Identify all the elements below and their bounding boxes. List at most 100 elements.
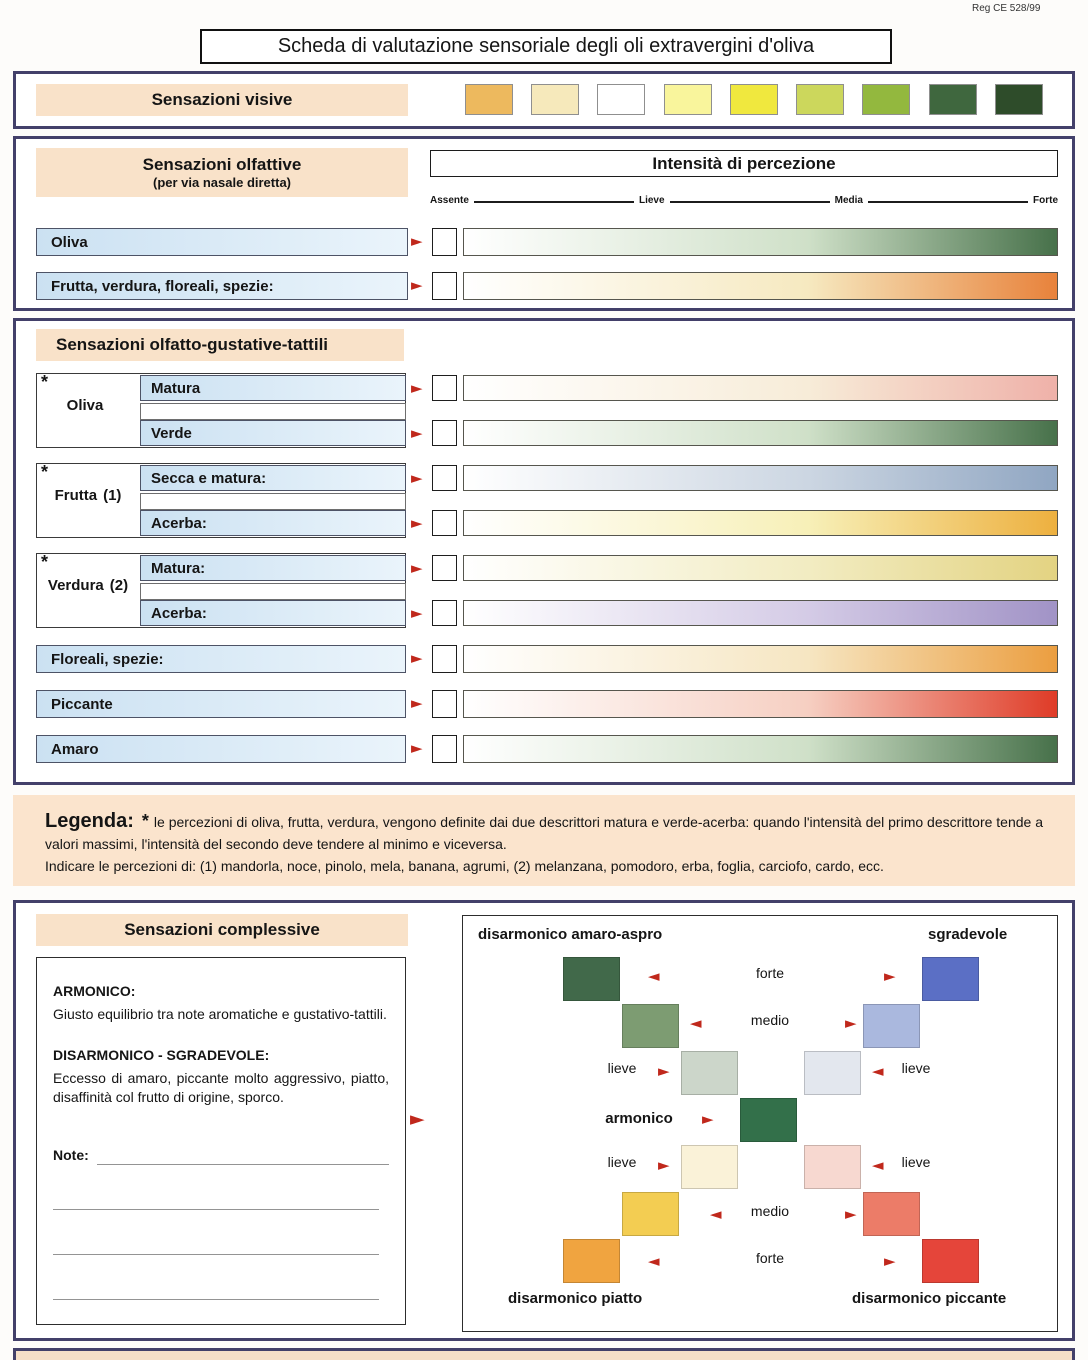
arrow-right-icon: ► [884,1252,896,1270]
diagram-square-piccante-medio [863,1192,920,1236]
color-swatch-white[interactable] [597,84,645,115]
intensity-bar-oliva-verde[interactable] [463,420,1058,446]
diagram-square-piatto-medio [622,1192,679,1236]
scale-line [669,201,830,203]
checkbox-floreali-spezie[interactable] [432,645,457,673]
intensity-scale: Assente Lieve Media Forte [430,190,1058,206]
row-label-frutta-acerba: Acerba: [140,510,406,536]
arrow-right-icon: ► [702,1110,714,1128]
legend-line-1: le percezioni di oliva, frutta, verdura,… [45,814,1043,852]
diagram-level-lieve-top-right: lieve [901,1060,931,1076]
arrow-right-icon: ► [845,1205,857,1223]
arrow-right-icon: ► [658,1062,670,1080]
diagram-square-piatto-lieve [681,1145,738,1189]
row-label-amaro: Amaro [36,735,406,763]
arrow-right-icon: ► [884,967,896,985]
group-number: (2) [109,577,129,594]
note-line[interactable] [53,1299,379,1301]
group-name-frutta: Frutta (1) [36,487,140,504]
intensity-header: Intensità di percezione [430,150,1058,177]
intensity-bar-amaro[interactable] [463,735,1058,763]
row-label-verdura-acerba: Acerba: [140,600,406,626]
legend-asterisk: * [141,811,149,831]
checkbox-verdura-acerba[interactable] [432,600,457,626]
diagram-square-sgradevole-medio [863,1004,920,1048]
intensity-bar-verdura-matura[interactable] [463,555,1058,581]
group-asterisk: * [41,552,49,572]
intensity-bar-frutta-verdura[interactable] [463,272,1058,300]
arrow-left-icon: ◄ [872,1062,884,1080]
intensity-bar-frutta-acerba[interactable] [463,510,1058,536]
overall-description-box: ARMONICO: Giusto equilibrio tra note aro… [36,957,406,1325]
note-line[interactable] [53,1209,379,1211]
group-input-oliva[interactable] [140,403,406,420]
checkbox-oliva-olfattiva[interactable] [432,228,457,256]
scale-label-media: Media [834,195,863,206]
checkbox-oliva-matura[interactable] [432,375,457,401]
diagram-level-forte-bottom: forte [755,1250,784,1266]
visual-sensations-title: Sensazioni visive [36,84,408,116]
row-arrow-icon: ► [411,424,423,442]
checkbox-verdura-matura[interactable] [432,555,457,581]
row-label-piccante: Piccante [36,690,406,718]
diagram-center-label: armonico [605,1110,673,1127]
row-arrow-icon: ► [411,469,423,487]
gustative-title: Sensazioni olfatto-gustative-tattili [36,329,404,361]
diagram-level-medio-top: medio [750,1012,790,1028]
diagram-square-piccante-forte [922,1239,979,1283]
legend-band: Legenda: * le percezioni di oliva, frutta,… [13,795,1075,886]
legend-title: Legenda: [45,810,134,832]
diagram-square-armonico [740,1098,797,1142]
group-asterisk: * [41,462,49,482]
checkbox-oliva-verde[interactable] [432,420,457,446]
group-number: (1) [103,487,122,504]
diagram-label-top-left: disarmonico amaro-aspro [478,926,663,943]
diagram-level-forte-top: forte [755,965,784,981]
diagram-square-piccante-lieve [804,1145,861,1189]
intensity-bar-oliva-olfattiva[interactable] [463,228,1058,256]
color-swatch-golden-orange[interactable] [465,84,513,115]
checkbox-piccante[interactable] [432,690,457,718]
arrow-left-icon: ◄ [872,1156,884,1174]
diagram-square-sgradevole-forte [922,957,979,1001]
color-swatch-dark-green[interactable] [929,84,977,115]
checkbox-frutta-secca-matura[interactable] [432,465,457,491]
arrow-right-icon: ► [658,1156,670,1174]
scale-line [473,201,634,203]
row-arrow-icon: ► [411,232,423,250]
disarmonico-label: DISARMONICO - SGRADEVOLE: [53,1046,270,1063]
row-label-frutta-secca-matura: Secca e matura: [140,465,406,491]
intensity-bar-oliva-matura[interactable] [463,375,1058,401]
checkbox-amaro[interactable] [432,735,457,763]
olfactory-title: Sensazioni olfattive [142,155,302,174]
note-label: Note: [53,1147,89,1164]
note-line[interactable] [96,1164,389,1166]
scale-line [867,201,1029,203]
color-swatch-yellow[interactable] [730,84,778,115]
color-swatch-pale-cream[interactable] [531,84,579,115]
intensity-bar-verdura-acerba[interactable] [463,600,1058,626]
group-name-text: Oliva [66,397,104,414]
group-input-verdura[interactable] [140,583,406,600]
color-swatch-pale-yellow[interactable] [664,84,712,115]
scale-label-assente: Assente [430,195,469,206]
olfactory-title-box: Sensazioni olfattive (per via nasale dir… [36,148,408,197]
note-line[interactable] [53,1254,379,1256]
color-swatch-yellow-green[interactable] [796,84,844,115]
intensity-bar-piccante[interactable] [463,690,1058,718]
row-arrow-icon: ► [411,514,423,532]
row-arrow-icon: ► [411,694,423,712]
diagram-square-sgradevole-lieve [804,1051,861,1095]
checkbox-frutta-acerba[interactable] [432,510,457,536]
page-title: Scheda di valutazione sensoriale degli o… [200,29,892,64]
intensity-bar-frutta-secca-matura[interactable] [463,465,1058,491]
armonico-text: Giusto equilibrio tra note aromatiche e … [53,1005,387,1022]
armonico-label: ARMONICO: [53,983,136,999]
intensity-bar-floreali-spezie[interactable] [463,645,1058,673]
checkbox-frutta-verdura[interactable] [432,272,457,300]
arrow-left-icon: ◄ [648,1252,660,1270]
color-swatch-green[interactable] [862,84,910,115]
group-input-frutta[interactable] [140,493,406,510]
color-swatch-deep-green[interactable] [995,84,1043,115]
row-arrow-icon: ► [411,649,423,667]
